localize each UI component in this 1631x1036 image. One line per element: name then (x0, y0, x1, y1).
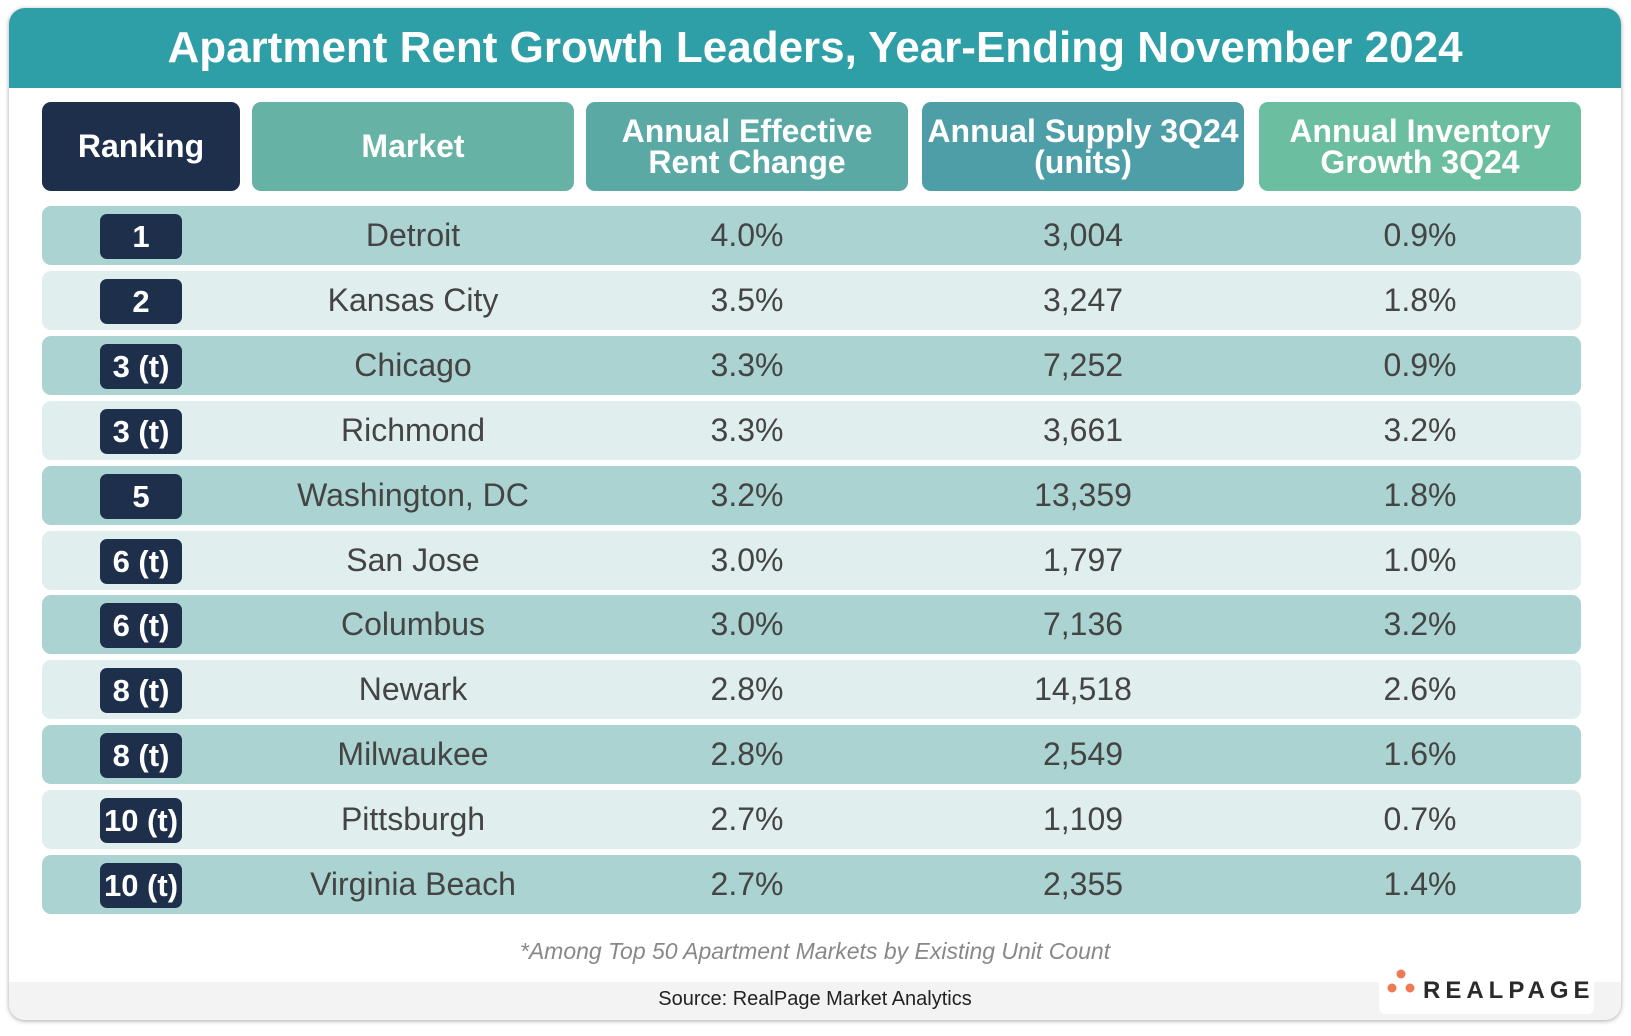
table-row: 6 (t) San Jose 3.0% 1,797 1.0% (42, 530, 1581, 590)
header-line: Annual Supply 3Q24 (927, 112, 1239, 149)
header-line: Rent Change (648, 143, 846, 180)
rent-change-cell: 2.7% (710, 866, 784, 902)
inventory-cell: 2.6% (1383, 671, 1457, 708)
supply-cell: 1,109 (1042, 801, 1124, 838)
rank-badge: 3 (t) (100, 408, 182, 454)
table-row: 8 (t) Newark 2.8% 14,518 2.6% (42, 660, 1581, 720)
supply-cell: 2,355 (1042, 866, 1124, 902)
rent-change-cell: 3.0% (710, 541, 784, 578)
supply-cell: 3,247 (1042, 281, 1124, 318)
header-line: Growth 3Q24 (1320, 143, 1520, 180)
rank-badge: 8 (t) (100, 733, 182, 779)
market-cell: Pittsburgh (340, 801, 486, 838)
supply-cell: 2,549 (1042, 736, 1124, 773)
source-band (9, 982, 1621, 1020)
supply-cell: 13,359 (1034, 476, 1132, 513)
table-row: 3 (t) Richmond 3.3% 3,661 3.2% (42, 400, 1581, 460)
market-cell: Newark (358, 671, 468, 708)
market-cell: Virginia Beach (310, 866, 516, 902)
header-line: Annual Inventory (1289, 112, 1551, 149)
table-card: Apartment Rent Growth Leaders, Year-Endi… (9, 8, 1621, 1020)
page-title: Apartment Rent Growth Leaders, Year-Endi… (9, 8, 1621, 88)
rent-change-cell: 3.2% (710, 476, 784, 513)
logo-dots-icon: REALPAGE (1387, 969, 1594, 1004)
market-cell: Columbus (340, 606, 486, 643)
header-line: Annual Effective (621, 112, 873, 149)
rank-badge: 3 (t) (100, 343, 182, 389)
header-line: (units) (1034, 143, 1132, 180)
inventory-cell: 0.7% (1383, 801, 1457, 838)
supply-cell: 7,136 (1042, 606, 1124, 643)
header-ranking: Ranking (42, 102, 240, 191)
inventory-cell: 1.6% (1383, 736, 1457, 773)
svg-text:REALPAGE: REALPAGE (1423, 977, 1594, 1004)
supply-cell: 3,661 (1042, 411, 1124, 448)
supply-cell: 3,004 (1042, 217, 1124, 253)
inventory-cell: 0.9% (1383, 346, 1457, 383)
inventory-cell: 0.9% (1383, 217, 1457, 253)
table-row: 10 (t) Pittsburgh 2.7% 1,109 0.7% (42, 790, 1581, 850)
header-rent-change: Annual Effective Rent Change (586, 102, 908, 191)
supply-cell: 7,252 (1042, 346, 1124, 383)
market-cell: Detroit (365, 217, 461, 253)
table-row: 1 Detroit 4.0% 3,004 0.9% (42, 206, 1581, 265)
table-row: 8 (t) Milwaukee 2.8% 2,549 1.6% (42, 725, 1581, 785)
market-cell: Milwaukee (337, 736, 489, 773)
rent-change-cell: 3.3% (710, 346, 784, 383)
inventory-cell: 1.8% (1383, 476, 1457, 513)
rank-badge: 5 (100, 473, 182, 519)
table-row: 2 Kansas City 3.5% 3,247 1.8% (42, 270, 1581, 330)
market-cell: Washington, DC (297, 476, 529, 513)
rent-change-cell: 4.0% (710, 217, 784, 253)
rent-change-cell: 2.8% (710, 671, 784, 708)
table-row: 3 (t) Chicago 3.3% 7,252 0.9% (42, 335, 1581, 395)
table-row: 6 (t) Columbus 3.0% 7,136 3.2% (42, 595, 1581, 655)
rank-badge: 2 (100, 278, 182, 324)
rank-badge: 6 (t) (100, 538, 182, 584)
market-cell: Richmond (340, 411, 486, 448)
footnote: *Among Top 50 Apartment Markets by Exist… (519, 938, 1111, 964)
header-supply: Annual Supply 3Q24 (units) (922, 102, 1244, 191)
market-cell: San Jose (346, 541, 480, 578)
inventory-cell: 1.8% (1383, 281, 1457, 318)
rent-change-cell: 3.5% (710, 281, 784, 318)
rent-change-cell: 2.8% (710, 736, 784, 773)
header-market: Market (252, 102, 574, 191)
market-cell: Kansas City (327, 281, 499, 318)
inventory-cell: 3.2% (1383, 606, 1457, 643)
rent-change-cell: 3.3% (710, 411, 784, 448)
realpage-logo: REALPAGE (1379, 958, 1594, 1014)
rent-change-cell: 2.7% (710, 801, 784, 838)
inventory-cell: 1.4% (1383, 866, 1457, 902)
rank-badge: 1 (100, 214, 182, 259)
rank-badge: 10 (t) (100, 863, 182, 908)
header-inventory: Annual Inventory Growth 3Q24 (1259, 102, 1581, 191)
supply-cell: 1,797 (1042, 541, 1124, 578)
rent-change-cell: 3.0% (710, 606, 784, 643)
rank-badge: 10 (t) (100, 798, 182, 844)
table-row: 5 Washington, DC 3.2% 13,359 1.8% (42, 465, 1581, 525)
rank-badge: 8 (t) (100, 668, 182, 714)
source: Source: RealPage Market Analytics (658, 988, 972, 1010)
supply-cell: 14,518 (1034, 671, 1132, 708)
inventory-cell: 1.0% (1383, 541, 1457, 578)
market-cell: Chicago (354, 346, 472, 383)
rank-badge: 6 (t) (100, 603, 182, 649)
inventory-cell: 3.2% (1383, 411, 1457, 448)
table-row: 10 (t) Virginia Beach 2.7% 2,355 1.4% (42, 855, 1581, 914)
